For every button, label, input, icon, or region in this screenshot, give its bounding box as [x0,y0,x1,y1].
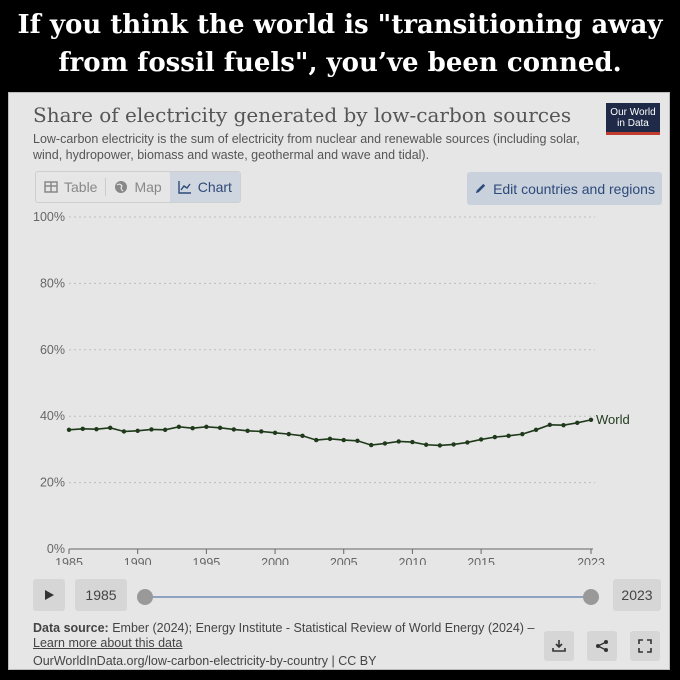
x-tick-label: 2023 [577,556,605,565]
x-tick-label: 1990 [124,556,152,565]
data-point [80,426,85,432]
share-icon [596,640,608,652]
data-point [149,427,154,432]
data-point [190,425,195,431]
x-tick-label: 2010 [399,556,427,565]
timeline-start[interactable]: 1985 [75,579,127,611]
table-icon [44,181,58,193]
data-point [66,427,72,433]
data-point [314,437,319,443]
data-point [506,433,511,438]
series-line-world [68,419,592,447]
data-point [547,422,552,428]
data-point [561,422,566,428]
tab-chart-label: Chart [197,179,232,195]
data-point [245,428,250,434]
download-icon [552,640,566,652]
data-point [520,431,525,437]
data-point [410,439,415,445]
source-text: Ember (2024); Energy Institute - Statist… [112,621,535,635]
data-point [423,442,429,447]
y-tick-label: 20% [40,476,65,490]
fullscreen-icon [638,639,652,653]
edit-countries-button[interactable]: Edit countries and regions [467,172,662,205]
chart-card: Share of electricity generated by low-ca… [8,92,670,670]
data-point [204,424,209,430]
tab-map[interactable]: Map [106,172,169,202]
data-point [478,437,484,442]
tab-table-label: Table [64,179,98,195]
series-label-world: World [596,412,630,427]
x-tick-label: 2015 [467,556,495,565]
data-point [465,440,470,445]
tab-table[interactable]: Table [36,172,105,202]
data-point [588,417,594,423]
data-point [135,428,140,434]
tab-chart[interactable]: Chart [169,172,240,202]
data-point [259,429,264,434]
data-point [396,439,401,444]
data-point [355,438,360,443]
timeline-end-handle[interactable] [583,589,599,605]
y-tick-label: 80% [40,276,65,290]
data-point [300,433,305,438]
globe-icon [115,181,128,193]
share-button[interactable] [587,631,617,661]
data-point [492,434,498,440]
data-point [327,436,333,441]
view-tabs: Table Map Chart [35,171,241,203]
chart-title: Share of electricity generated by low-ca… [33,103,572,127]
data-point [231,427,237,432]
data-point [217,425,223,431]
data-point [437,443,443,448]
headline-line-2: from fossil fuels", you’ve been conned. [58,48,622,78]
line-chart-icon [178,181,191,194]
tab-map-label: Map [134,179,162,195]
timeline-end[interactable]: 2023 [613,579,661,611]
logo-line-2: in Data [617,118,649,129]
chart-footer: Data source: Ember (2024); Energy Instit… [33,621,543,669]
pencil-icon [475,183,486,194]
timeline-track[interactable] [145,596,591,598]
x-tick-label: 2000 [261,556,289,565]
data-point [382,441,388,446]
download-button[interactable] [544,631,574,661]
x-tick-label: 2005 [330,556,358,565]
fullscreen-button[interactable] [630,631,660,661]
data-point [108,425,113,431]
owid-logo[interactable]: Our World in Data [606,103,660,135]
chart-url[interactable]: OurWorldInData.org/low-carbon-electricit… [33,654,377,668]
logo-line-1: Our World [610,107,656,118]
x-tick-label: 1985 [55,556,83,565]
data-point [341,437,346,443]
data-point [272,430,278,435]
data-point [286,431,291,437]
timeline-start-handle[interactable] [137,589,153,605]
play-icon [45,590,54,600]
data-point [176,424,182,430]
chart-subtitle: Low-carbon electricity is the sum of ele… [33,132,580,162]
line-chart: 0% 20% 40% 60% 80% 100% 1985 1990 1995 2000 2005 20… [33,210,630,565]
data-point [121,429,127,434]
headline-line-1: If you think the world is "transitioning… [17,10,663,40]
data-point [94,426,99,432]
source-label: Data source: [33,621,109,635]
data-point [162,427,168,433]
x-tick-label: 1995 [192,556,220,565]
y-tick-label: 0% [47,542,65,556]
meme-headline: If you think the world is "transitioning… [0,6,680,82]
y-tick-label: 100% [33,210,65,224]
learn-more-link[interactable]: Learn more about this data [33,636,183,650]
y-tick-label: 40% [40,409,65,423]
data-point [533,427,539,433]
play-button[interactable] [33,579,65,611]
data-point [575,420,580,426]
y-tick-label: 60% [40,343,65,357]
edit-countries-label: Edit countries and regions [493,180,655,197]
data-point [451,442,456,447]
data-point [369,442,374,448]
